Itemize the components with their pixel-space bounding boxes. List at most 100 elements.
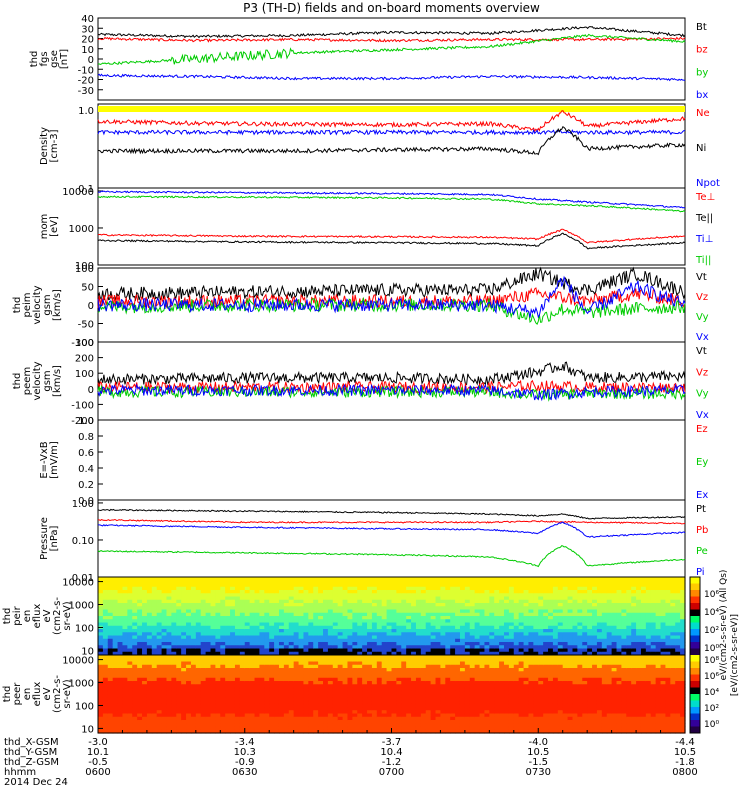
ylabel-line: thd	[2, 608, 13, 625]
xaxis-value: 10.4	[380, 747, 402, 758]
colorbar: 10⁶ 10⁴ 10² 10⁰ 10⁸ 10⁶ 10⁴ 10² 10⁰ [eV/(cm2-s-sr…	[689, 570, 740, 734]
panel-frame	[97, 17, 686, 101]
colorbar-tick: 10⁶	[704, 672, 719, 682]
ytick-label: 300	[75, 338, 94, 349]
ytick-label: 0.1	[78, 184, 94, 195]
xaxis-value: 10.5	[527, 747, 549, 758]
legend-label: Pi	[696, 567, 705, 578]
ylabel-line: [km/s]	[52, 289, 63, 321]
ytick-label: 1.00	[72, 499, 94, 510]
xaxis-value: 0630	[232, 767, 257, 778]
legend-label: Vz	[696, 367, 708, 378]
xaxis-row-label: thd_Z-GSM	[4, 757, 59, 768]
xaxis-value: 10.3	[234, 747, 256, 758]
panel-peim: thd peim velocity gsm [km/s] -100 -50 0 50 100 Vt V…	[12, 264, 709, 349]
ytick-label: 0.8	[78, 432, 94, 443]
ylabel-line: E=-VxB	[39, 441, 50, 478]
ytick-label: -200	[71, 416, 94, 427]
series-line-Ti||	[97, 195, 686, 213]
legend-label: Te⊥	[695, 192, 715, 203]
xaxis-row-label: thd_X-GSM	[4, 737, 59, 748]
panel-ylabel-pressure: Pressure [nPa]	[39, 517, 60, 560]
ytick-label: 1000	[69, 601, 94, 612]
ylabel-line: eflux	[32, 682, 43, 707]
colorbar-tick: 10²	[704, 626, 719, 636]
ylabel-line: en	[22, 610, 33, 623]
ylabel-line: mom	[39, 214, 50, 240]
legend-label: Pe	[696, 546, 708, 557]
panel-temp: mom [eV] 100 1000 10000 Te⊥ Te|| Ti⊥ Ti||	[39, 187, 715, 272]
ytick-label: 10	[81, 646, 94, 657]
legend-label: Npot	[696, 178, 720, 189]
ytick-label: 0	[88, 385, 94, 396]
ylabel-line: velocity	[32, 285, 43, 324]
xaxis-value: 0700	[379, 767, 404, 778]
legend-label: Pb	[696, 525, 708, 536]
date-label: 2014 Dec 24	[4, 777, 68, 788]
series-line-Vt	[97, 361, 686, 387]
series-line-Vt	[97, 266, 686, 302]
ytick-label: 0.0	[78, 496, 94, 507]
ytick-label: 50	[81, 283, 94, 294]
series-line-Te||	[97, 232, 686, 250]
ytick-label: 100	[75, 369, 94, 380]
series-line-Bt	[97, 25, 686, 39]
ytick-label: 0.01	[72, 573, 94, 584]
ylabel-line: eflux	[32, 604, 43, 629]
legend-label: Ni	[696, 143, 706, 154]
ytick-label: 0.4	[78, 464, 94, 475]
ytick-label: 10000	[62, 187, 94, 198]
ylabel-line: sr-eV)	[62, 679, 73, 708]
ylabel-line: en	[22, 688, 33, 701]
ylabel-line: peim	[22, 292, 33, 317]
ytick-label: 200	[75, 354, 94, 365]
colorbar-tick: 10⁴	[704, 608, 719, 618]
series-line-Vx	[97, 275, 686, 319]
xaxis-row-label: thd_Y-GSM	[4, 747, 57, 758]
ytick-label: 30	[81, 24, 94, 35]
xaxis-row-label: hhmm	[4, 767, 36, 778]
ylabel-line: [km/s]	[52, 365, 63, 397]
panel-peer: thd peer en eflux eV (cm2-s-sr-eV) 10 100 1000 10…	[2, 654, 686, 735]
ytick-label: 1.0	[78, 106, 94, 117]
panel-efield: E=-VxB [mV/m] 0.0 0.2 0.4 0.6 0.8 1.0 Ez Ey Ex	[39, 416, 708, 507]
ylabel-line: [mV/m]	[49, 441, 60, 479]
colorbar-tick: 10⁰	[704, 644, 719, 654]
ytick-label: -20	[78, 76, 94, 87]
ylabel-line: gsm	[42, 294, 53, 315]
series-line-Vx	[97, 383, 686, 402]
ytick-label: 10000	[62, 656, 94, 667]
ylabel-line: thd	[12, 297, 23, 314]
xaxis-value: 10.5	[674, 747, 696, 758]
ytick-label: -10	[78, 65, 94, 76]
panel-peir: thd peir en eflux eV (cm2-s-sr-eV) 10 100 1000 10…	[2, 576, 686, 657]
ylabel-line: [eV]	[49, 216, 60, 237]
ylabel-line: Density	[39, 127, 50, 165]
xaxis-value: 0800	[672, 767, 697, 778]
panel-ylabel-peir: thd peir en eflux eV (cm2-s-sr-eV)	[2, 597, 73, 635]
xaxis-value: -3.7	[382, 737, 402, 748]
ylabel-line: (cm2-s-	[52, 597, 63, 635]
ytick-label: 0	[88, 301, 94, 312]
legend-label: Vt	[696, 346, 707, 357]
ytick-label: 100	[75, 261, 94, 272]
series-line-Vy	[97, 384, 686, 402]
legend-label: Te||	[695, 213, 713, 224]
ylabel-line: (cm2-s-	[52, 675, 63, 713]
xaxis-value: 0600	[85, 767, 110, 778]
legend-label: Pt	[696, 504, 706, 515]
ylabel-line: [cm-3]	[49, 129, 60, 162]
ylabel-line: peer	[12, 682, 23, 706]
ylabel-line: gse	[49, 50, 60, 68]
colorbar-tick: 10²	[704, 704, 719, 714]
xaxis-value: -0.9	[235, 757, 255, 768]
panel-ylabel-peem: thd peem velocity gsm [km/s]	[12, 361, 63, 400]
legend-label: Vy	[696, 312, 709, 323]
series-line-Ni	[97, 125, 686, 156]
xaxis-value: -1.8	[675, 757, 695, 768]
series-line-Npot	[97, 128, 685, 136]
series-line-Pe	[97, 545, 686, 568]
panel-ylabel-efield: E=-VxB [mV/m]	[39, 441, 60, 479]
ytick-label: 0.10	[72, 536, 94, 547]
